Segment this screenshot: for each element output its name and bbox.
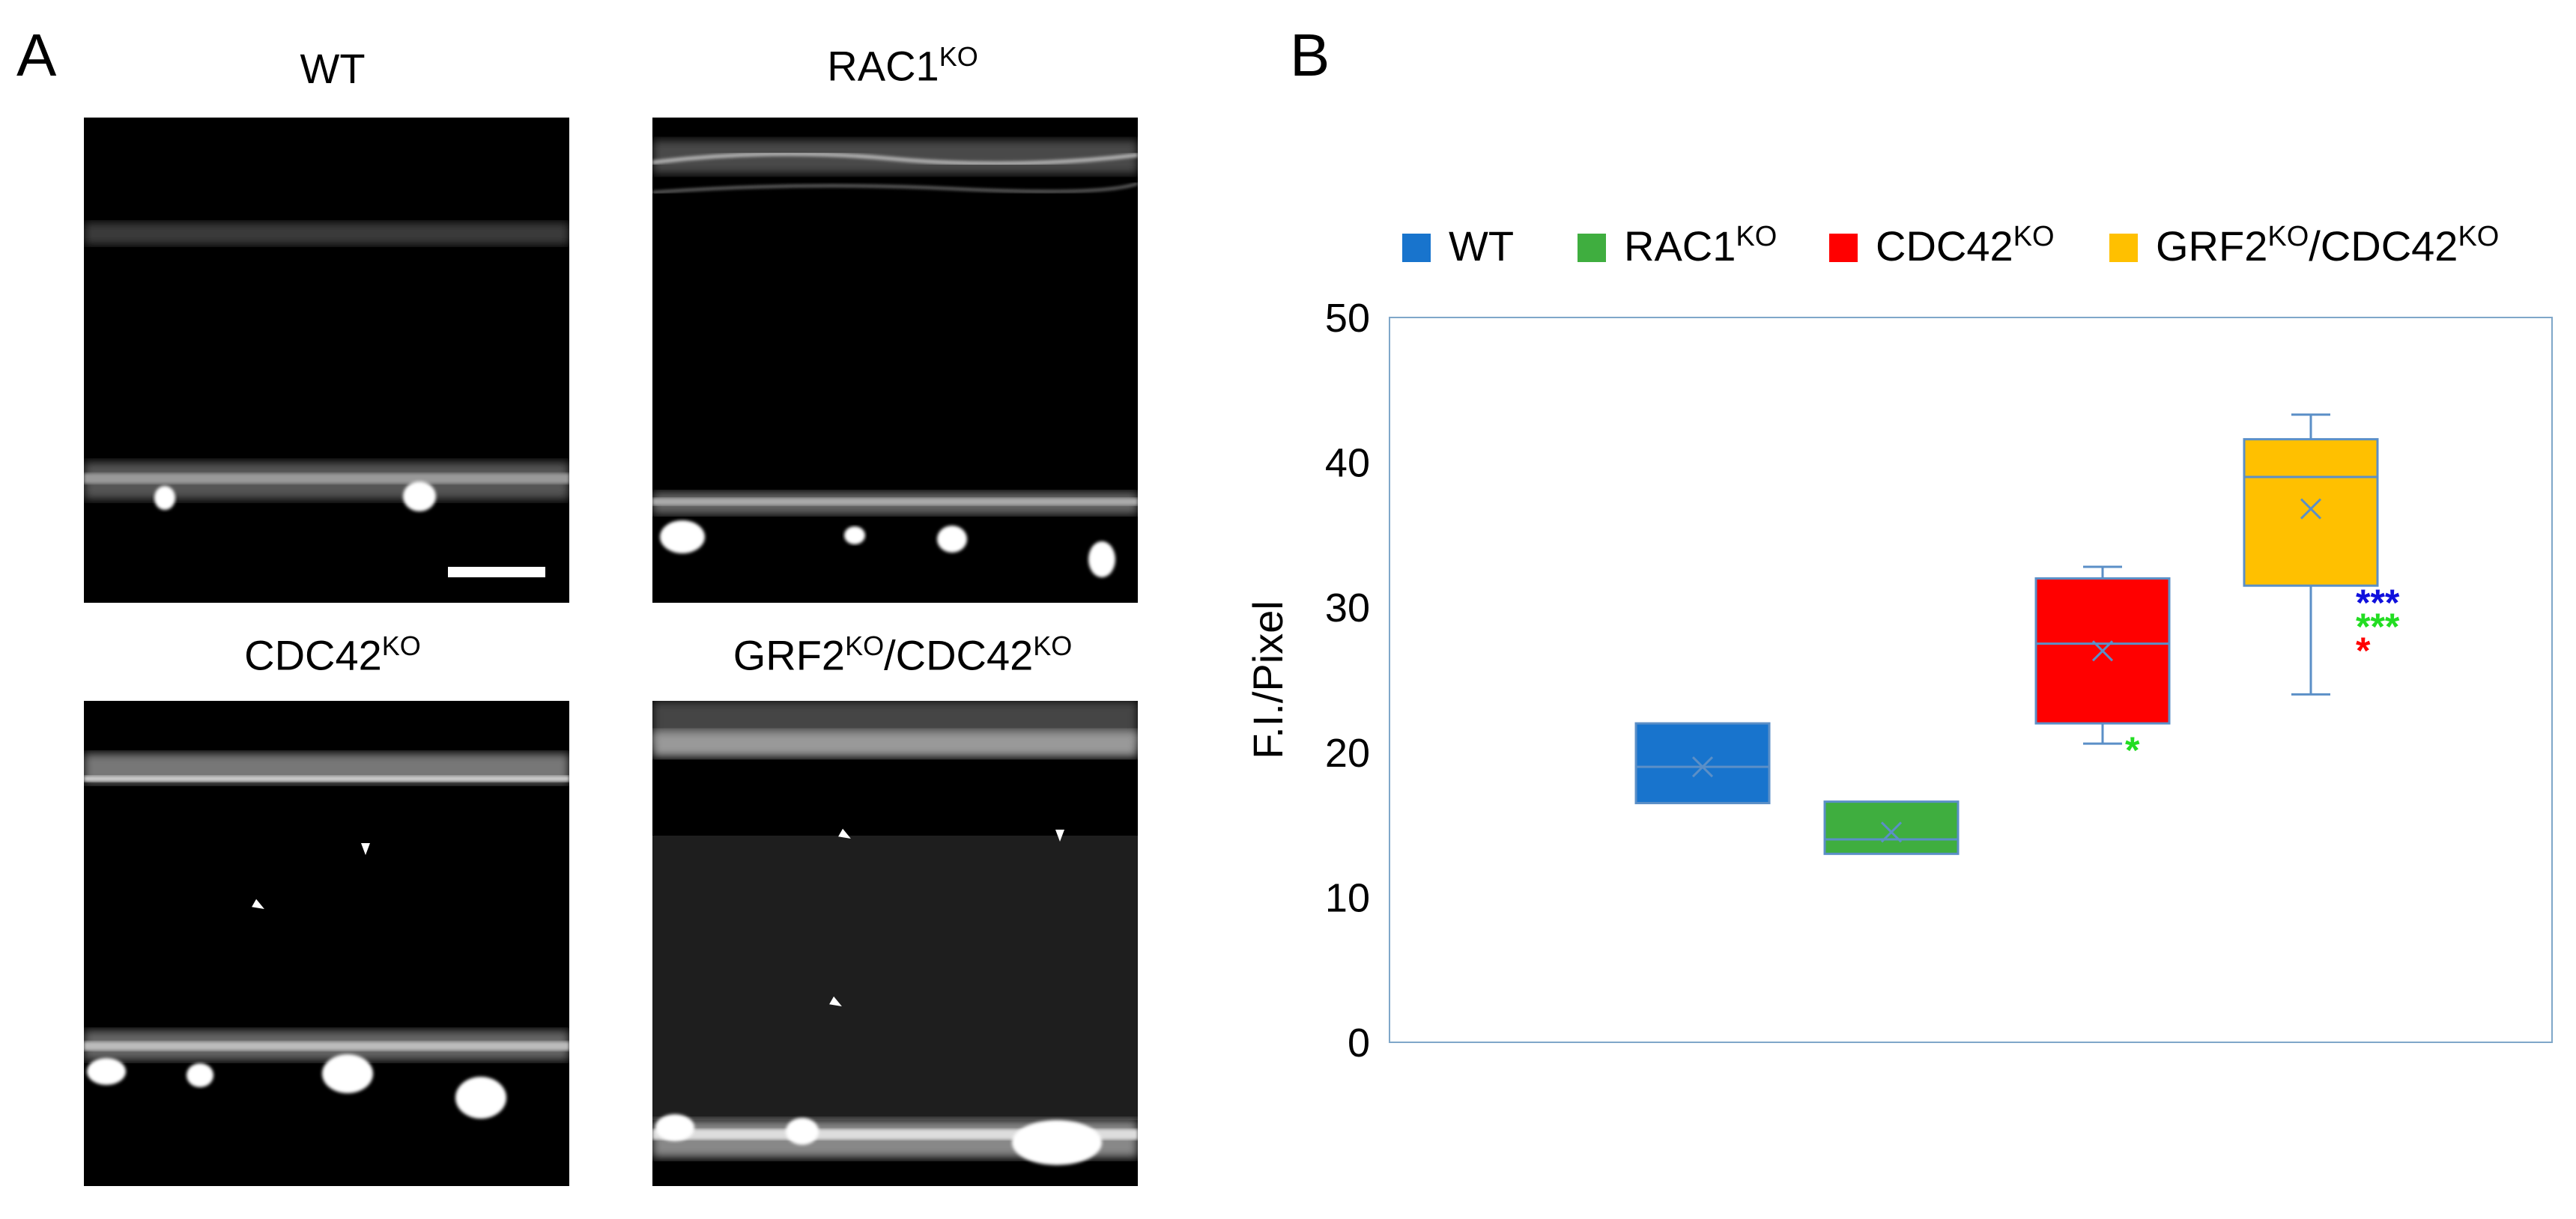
panel-label-b: B — [1290, 22, 1330, 88]
box-iqr — [1823, 800, 1960, 855]
y-tick-label: 50 — [1325, 296, 1370, 341]
mean-marker — [1691, 756, 1714, 778]
y-tick-label: 30 — [1325, 586, 1370, 630]
y-axis-label: F.I./Pixel — [1244, 601, 1291, 759]
box-rac1 — [1823, 800, 1960, 855]
legend: WT RAC1KO CDC42KO GRF2KO/CDC42KO — [1402, 221, 2499, 270]
significance-stars: *** — [2356, 582, 2400, 624]
legend-swatch — [2109, 234, 2138, 262]
y-tick-label: 20 — [1325, 731, 1370, 776]
legend-swatch — [1829, 234, 1858, 262]
image-title-rac1-text: RAC1 — [827, 42, 939, 90]
box-iqr — [1634, 722, 1771, 805]
box-series: ******** — [1634, 413, 2400, 855]
mean-marker — [1880, 821, 1903, 843]
micrograph-wt — [84, 118, 569, 603]
image-title-grf2-cdc42: GRF2KO/CDC42KO — [640, 633, 1165, 677]
plot-area — [1389, 317, 2553, 1043]
image-title-cdc42-text: CDC42 — [244, 631, 382, 679]
legend-label: RAC1KO — [1624, 221, 1777, 270]
mean-marker — [2300, 498, 2322, 520]
box-cdc42: * — [2034, 565, 2171, 771]
legend-label: WT — [1449, 222, 1514, 270]
scale-bar — [448, 567, 545, 577]
image-title-rac1-sup: KO — [939, 41, 978, 72]
legend-label: GRF2KO/CDC42KO — [2156, 221, 2499, 270]
mean-marker — [2091, 640, 2114, 662]
image-title-cdc42-sup: KO — [381, 630, 421, 661]
image-title-cdc42-tail: /CDC42 — [884, 631, 1034, 679]
arrowhead-marker — [838, 828, 851, 839]
y-tick-label: 10 — [1325, 875, 1370, 920]
arrowhead-marker — [361, 843, 370, 855]
box-grf2: ******* — [2243, 413, 2400, 696]
y-tick-label: 0 — [1348, 1021, 1370, 1066]
legend-label: CDC42KO — [1876, 221, 2055, 270]
micrograph-grf2-cdc42-ko — [652, 701, 1138, 1186]
arrowhead-marker — [829, 996, 842, 1006]
micrograph-rac1-ko — [652, 118, 1138, 603]
arrowhead-marker — [252, 899, 264, 909]
arrowhead-marker — [1055, 830, 1064, 842]
image-title-rac1: RAC1KO — [640, 43, 1165, 88]
legend-swatch — [1402, 234, 1431, 262]
box-wt — [1634, 722, 1771, 805]
image-title-grf2-text: GRF2 — [733, 631, 846, 679]
micrograph-cdc42-ko — [84, 701, 569, 1186]
image-title-wt-text: WT — [300, 45, 366, 92]
image-title-cdc42-tail-sup: KO — [1033, 630, 1073, 661]
significance-stars: *** — [2356, 606, 2400, 648]
significance-stars: * — [2125, 729, 2140, 771]
panel-label-a: A — [16, 22, 57, 88]
box-iqr — [2243, 438, 2379, 587]
y-tick-label: 40 — [1325, 441, 1370, 486]
image-title-wt: WT — [70, 48, 595, 90]
y-axis-ticks: 0 10 20 30 40 50 — [1325, 296, 1370, 1066]
legend-swatch — [1578, 234, 1606, 262]
significance-stars: * — [2356, 630, 2371, 672]
image-title-cdc42: CDC42KO — [70, 633, 595, 677]
image-title-grf2-sup: KO — [845, 630, 885, 661]
